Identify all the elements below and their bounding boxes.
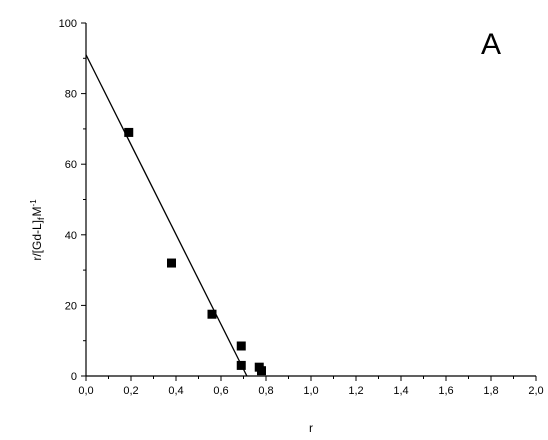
plot-area: 0,0 0,2 0,4 0,6 0,8 1,0 1,2 1,4 1,6 1,8 2,0 0 20 40 6… <box>59 18 544 397</box>
fit-line <box>85 54 248 377</box>
y-axis-label-superscript: -1 <box>29 199 38 207</box>
y-tick-label: 40 <box>65 230 77 242</box>
data-point <box>124 127 134 137</box>
x-tick-label: 1,2 <box>348 385 363 397</box>
y-ticks: 0 20 40 60 80 100 <box>59 18 86 383</box>
y-tick-label: 20 <box>65 300 77 312</box>
x-axis-label: r <box>309 421 313 435</box>
y-axis-label-subscript: f <box>36 217 46 220</box>
y-tick-label: 0 <box>71 371 77 383</box>
x-ticks: 0,0 0,2 0,4 0,6 0,8 1,0 1,2 1,4 1,6 1,8 2,0 <box>78 376 544 397</box>
x-tick-label: 0,0 <box>78 385 93 397</box>
panel-label: A <box>481 28 501 61</box>
x-tick-label: 1,6 <box>438 385 453 397</box>
y-tick-label: 60 <box>65 159 77 171</box>
y-axis-label-unit: M <box>30 206 44 216</box>
y-tick-label: 100 <box>59 18 77 30</box>
y-axis-label-main: r/[Gd-L] <box>30 220 44 261</box>
data-point <box>207 309 217 319</box>
x-tick-label: 0,4 <box>168 385 183 397</box>
x-tick-label: 0,8 <box>258 385 273 397</box>
y-tick-label: 80 <box>65 89 77 101</box>
x-tick-label: 2,0 <box>528 385 543 397</box>
x-tick-label: 1,4 <box>393 385 408 397</box>
x-tick-label: 1,0 <box>303 385 318 397</box>
x-tick-label: 0,6 <box>213 385 228 397</box>
data-point <box>236 341 246 351</box>
x-tick-label: 1,8 <box>483 385 498 397</box>
x-tick-label: 0,2 <box>123 385 138 397</box>
data-point <box>167 258 176 268</box>
series-layer <box>85 54 266 377</box>
y-axis-label: r/[Gd-L]fM-1 <box>29 199 46 261</box>
data-point <box>257 366 266 376</box>
